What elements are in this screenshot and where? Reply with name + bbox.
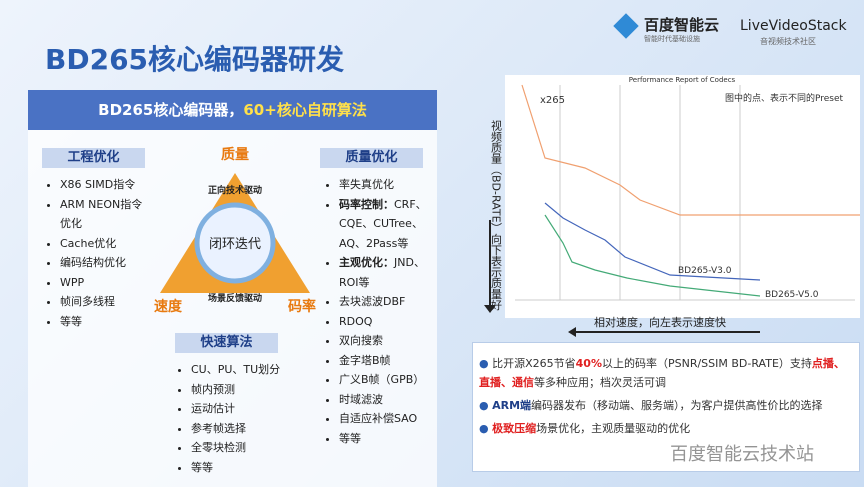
list-item: 等等 <box>60 312 152 332</box>
logo-icon <box>613 13 639 39</box>
summary-text: 极致压缩 <box>492 422 537 435</box>
engineering-list: X86 SIMD指令ARM NEON指令优化Cache优化编码结构优化WPP帧间… <box>46 175 152 331</box>
x265-line <box>521 84 860 216</box>
list-item: 主观优化：JND、ROI等 <box>339 253 439 292</box>
slide-title: BD265核心编码器研发 <box>45 43 345 76</box>
label-bitrate: 码率 <box>288 298 316 315</box>
label-quality: 质量 <box>221 146 249 163</box>
summary-box: ● 比开源X265节省40%以上的码率（PSNR/SSIM BD-RATE）支持… <box>472 342 860 472</box>
section-heading: 质量优化 <box>320 148 423 168</box>
figure-grid <box>515 85 855 301</box>
bullet-dot: ● <box>479 422 493 435</box>
list-item: 自适应补偿SAO <box>339 409 439 429</box>
bullet-dot: ● <box>479 399 493 412</box>
panel-title-text: BD265核心编码器， <box>98 101 244 119</box>
list-item: 时域滤波 <box>339 390 439 410</box>
list-item: 去块滤波DBF <box>339 292 439 312</box>
summary-text: 以上的码率（PSNR/SSIM BD-RATE）支持 <box>601 357 812 370</box>
codec-figure: Performance Report of Codecs 图中的点、表示不同的P… <box>484 75 860 337</box>
list-item: 率失真优化 <box>339 175 439 195</box>
y-label: 视频质量（BD-RATE）向下表示质量好 <box>490 119 503 312</box>
v5-line <box>544 214 761 297</box>
summary-text: ARM端 <box>492 399 532 412</box>
list-item: 等等 <box>191 458 311 478</box>
label-forward: 正向技术驱动 <box>208 184 262 196</box>
list-item: 全零块检测 <box>191 438 311 458</box>
summary-text: 比开源X265节省 <box>492 357 576 370</box>
summary-bullet: ● ARM端编码器发布（移动端、服务端），为客户提供高性价比的选择 <box>479 396 853 415</box>
panel-title-highlight: 60+核心自研算法 <box>243 101 367 119</box>
summary-text: 场景优化，主观质量驱动的优化 <box>536 422 691 435</box>
loop-diagram: 质量 速度 码率 闭环迭代 正向技术驱动 场景反馈驱动 <box>154 146 316 315</box>
y-arrowhead <box>484 305 496 313</box>
loop-circle <box>194 202 276 284</box>
list-item: RDOQ <box>339 312 439 332</box>
list-item: Cache优化 <box>60 234 152 254</box>
item-label: 主观优化： <box>339 256 394 269</box>
list-item: 广义B帧（GPB） <box>339 370 439 390</box>
series-label: BD265-V3.0 <box>678 266 732 276</box>
section-heading: 快速算法 <box>175 333 278 353</box>
list-item: 等等 <box>339 429 439 449</box>
logo-tagline: 智能时代基础设施 <box>644 35 700 43</box>
figure-background <box>505 75 860 318</box>
list-item: 码率控制：CRF、CQE、CUTree、AQ、2Pass等 <box>339 195 439 254</box>
list-item: 参考帧选择 <box>191 419 311 439</box>
logo-name: LiveVideoStack <box>740 18 847 34</box>
logo-name: 百度智能云 <box>644 16 720 34</box>
v3-line <box>544 202 761 281</box>
section-heading: 工程优化 <box>42 148 145 168</box>
label-feedback: 场景反馈驱动 <box>208 292 262 304</box>
quality-list: 率失真优化码率控制：CRF、CQE、CUTree、AQ、2Pass等主观优化：J… <box>325 175 439 448</box>
series-label: BD265-V5.0 <box>765 290 819 300</box>
summary-text: 编码器发布（移动端、服务端），为客户提供高性价比的选择 <box>531 399 823 412</box>
x-label: 相对速度，向左表示速度快 <box>594 315 726 329</box>
item-text: CRF、CQE、CUTree、AQ、2Pass等 <box>339 197 427 250</box>
series-label: x265 <box>540 95 565 106</box>
summary-bullet: ● 比开源X265节省40%以上的码率（PSNR/SSIM BD-RATE）支持… <box>479 354 853 392</box>
item-label: 码率控制： <box>339 197 394 211</box>
summary-text: 点播、直播、通信 <box>479 357 845 389</box>
panel-title: BD265核心编码器，60+核心自研算法 <box>28 90 437 130</box>
list-item: WPP <box>60 273 152 293</box>
watermark: 百度智能云技术站 <box>670 444 814 465</box>
list-item: 运动估计 <box>191 399 311 419</box>
list-item: 帧间多线程 <box>60 292 152 312</box>
x-arrowhead <box>568 327 576 337</box>
figure-title: Performance Report of Codecs <box>629 76 736 84</box>
fast-list: CU、PU、TU划分帧内预测运动估计参考帧选择全零块检测等等 <box>177 360 311 477</box>
label-loop: 闭环迭代 <box>209 237 261 252</box>
list-item: 编码结构优化 <box>60 253 152 273</box>
bullet-dot: ● <box>479 357 493 370</box>
list-item: X86 SIMD指令 <box>60 175 152 195</box>
list-item: 双向搜索 <box>339 331 439 351</box>
list-item: 帧内预测 <box>191 380 311 400</box>
list-item: ARM NEON指令优化 <box>60 195 152 234</box>
summary-text: 等多种应用；档次灵活可调 <box>534 376 666 389</box>
summary-bullet: ● 极致压缩场景优化，主观质量驱动的优化 <box>479 419 853 438</box>
list-item: 金字塔B帧 <box>339 351 439 371</box>
summary-text: 40% <box>575 357 602 370</box>
label-speed: 速度 <box>154 298 183 315</box>
list-item: CU、PU、TU划分 <box>191 360 311 380</box>
logo-tagline: 音视频技术社区 <box>760 37 816 46</box>
figure-note: 图中的点、表示不同的Preset <box>725 92 844 104</box>
item-text: JND、ROI等 <box>339 256 425 289</box>
